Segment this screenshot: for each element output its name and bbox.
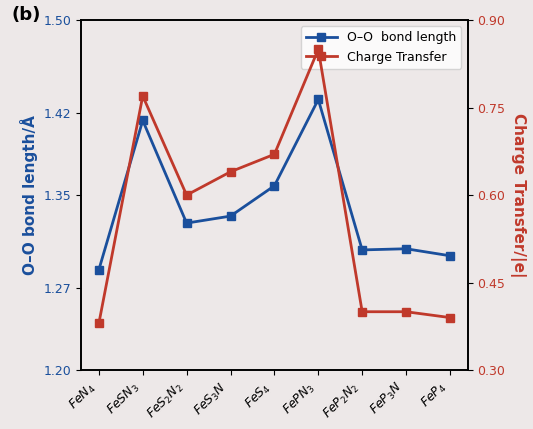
Charge Transfer — [95, 321, 102, 326]
Charge Transfer — [447, 315, 453, 320]
O–O  bond length — [227, 214, 233, 219]
Charge Transfer — [403, 309, 409, 314]
Charge Transfer — [271, 152, 278, 157]
O–O  bond length — [403, 246, 409, 251]
Charge Transfer — [140, 94, 146, 99]
Charge Transfer — [227, 169, 233, 174]
Charge Transfer — [359, 309, 365, 314]
Charge Transfer — [315, 47, 321, 52]
Legend: O–O  bond length, Charge Transfer: O–O bond length, Charge Transfer — [301, 27, 461, 69]
O–O  bond length — [183, 221, 190, 226]
O–O  bond length — [95, 267, 102, 272]
Y-axis label: O–O bond length/Å: O–O bond length/Å — [20, 115, 38, 275]
O–O  bond length — [271, 183, 278, 188]
Text: (b): (b) — [12, 6, 41, 24]
Line: O–O  bond length: O–O bond length — [95, 95, 454, 274]
O–O  bond length — [447, 253, 453, 258]
Line: Charge Transfer: Charge Transfer — [95, 45, 454, 328]
Charge Transfer — [183, 193, 190, 198]
O–O  bond length — [359, 248, 365, 253]
Y-axis label: Charge Transfer/|e|: Charge Transfer/|e| — [510, 113, 526, 278]
O–O  bond length — [140, 118, 146, 123]
O–O  bond length — [315, 97, 321, 102]
